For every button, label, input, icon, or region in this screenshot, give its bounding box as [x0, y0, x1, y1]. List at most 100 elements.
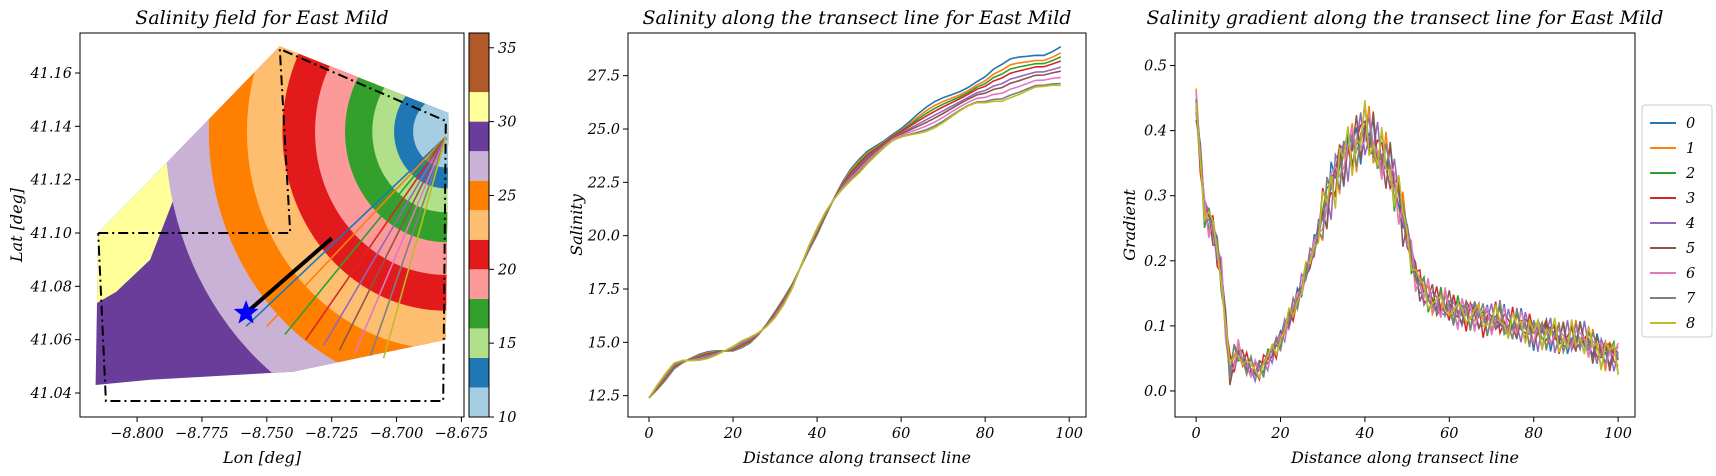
colorbar-tick-label: 30 [498, 115, 516, 131]
y-tick-label: 41.06 [29, 333, 72, 349]
legend-label: 0 [1686, 116, 1695, 132]
x-tick-label: 20 [723, 426, 742, 442]
y-tick-label: 25.0 [587, 122, 620, 138]
y-tick-label: 41.04 [29, 386, 72, 402]
fan-transect-line [266, 136, 447, 327]
salinity-transect-panel: Salinity along the transect line for Eas… [567, 7, 1087, 467]
fan-transect-line [284, 136, 447, 335]
salinity-series-2 [648, 56, 1062, 399]
x-tick-label: −8.675 [435, 426, 489, 442]
y-tick-label: 0.5 [1144, 59, 1167, 75]
legend-label: 4 [1685, 216, 1695, 232]
salinity-axes-frame [627, 32, 1087, 418]
y-tick-label: 12.5 [588, 389, 620, 405]
salinity-xlabel: Distance along transect line [742, 448, 971, 467]
fan-transect-line [305, 136, 447, 341]
colorbar-segment [469, 269, 489, 299]
y-tick-label: 17.5 [588, 282, 620, 298]
salinity-series-6 [648, 76, 1061, 399]
colorbar-segment [469, 33, 489, 63]
dashdot-boundary [97, 47, 447, 402]
colorbar-segment [469, 62, 489, 93]
colorbar-segment [469, 328, 489, 358]
y-tick-label: 0.2 [1144, 254, 1167, 270]
gradient-transect-panel: Salinity gradient along the transect lin… [1120, 7, 1713, 467]
legend-label: 1 [1686, 141, 1695, 157]
colorbar-tick-label: 10 [498, 410, 516, 426]
salinity-series-5 [648, 70, 1061, 399]
x-tick-label: 40 [1355, 426, 1374, 442]
legend: 0 1 2 3 4 5 6 7 8 [1641, 104, 1713, 338]
gradient-axes-frame [1174, 32, 1636, 418]
y-tick-label: 15.0 [588, 335, 620, 351]
colorbar-segment [469, 298, 489, 329]
star-marker [233, 300, 259, 324]
fan-transect-line [323, 136, 447, 346]
map-axes-frame [79, 32, 465, 418]
colorbar-tick-label: 20 [497, 262, 516, 278]
legend-box [1641, 104, 1713, 338]
salinity-x-ticks: 0 20 40 60 80 100 [644, 417, 1083, 442]
salinity-field [95, 46, 449, 386]
fan-transect-line [338, 136, 447, 351]
x-tick-label: 60 [1440, 426, 1458, 442]
colorbar-segment [469, 210, 489, 240]
y-tick-label: 41.16 [29, 66, 72, 82]
x-tick-label: −8.725 [305, 426, 359, 442]
legend-label: 2 [1685, 166, 1695, 182]
y-tick-label: 41.12 [29, 173, 72, 189]
gradient-series-lines [1195, 88, 1619, 386]
gradient-series-8 [1195, 100, 1619, 380]
y-tick-label: 41.14 [29, 119, 72, 135]
colorbar-tick-label: 25 [497, 188, 516, 204]
legend-label: 3 [1686, 191, 1695, 207]
transect-line [244, 236, 333, 315]
map-overlay [97, 47, 447, 402]
x-tick-label: 60 [892, 426, 910, 442]
y-tick-label: 0.0 [1144, 384, 1167, 400]
y-tick-label: 41.08 [29, 279, 72, 295]
gradient-x-ticks: 0 20 40 60 80 100 [1191, 417, 1632, 442]
colorbar-segment [469, 357, 489, 388]
x-tick-label: −8.750 [240, 426, 294, 442]
colorbar-segment [469, 92, 489, 122]
y-tick-label: 27.5 [587, 69, 620, 85]
gradient-series-7 [1195, 98, 1619, 379]
map-ylabel: Lat [deg] [7, 187, 26, 263]
fan-transect-line [382, 136, 447, 359]
salinity-ylabel: Salinity [567, 193, 586, 256]
x-tick-label: 100 [1055, 426, 1083, 442]
salinity-series-lines [648, 46, 1062, 399]
colorbar-segment [469, 151, 489, 181]
y-tick-label: 41.10 [29, 226, 72, 242]
fan-transect-line [369, 136, 447, 356]
x-tick-label: −8.700 [370, 426, 424, 442]
map-xlabel: Lon [deg] [222, 448, 302, 467]
x-tick-label: 80 [976, 426, 994, 442]
y-tick-label: 0.3 [1144, 189, 1167, 205]
y-tick-label: 0.4 [1144, 124, 1167, 140]
colorbar-tick-label: 35 [498, 41, 516, 57]
map-y-ticks: 41.04 41.06 41.08 41.10 41.12 41.14 41.16 [29, 66, 80, 402]
x-tick-label: −8.800 [110, 426, 164, 442]
salinity-series-1 [648, 52, 1062, 399]
colorbar-segment [469, 387, 489, 417]
y-tick-label: 22.5 [587, 175, 620, 191]
fan-transect-line [245, 136, 447, 327]
map-title: Salinity field for East Mild [135, 7, 388, 29]
salinity-series-3 [648, 60, 1062, 399]
map-x-ticks: −8.800 −8.775 −8.750 −8.725 −8.700 −8.675 [110, 417, 488, 442]
x-tick-label: −8.775 [175, 426, 229, 442]
salinity-title: Salinity along the transect line for Eas… [643, 7, 1072, 29]
x-tick-label: 20 [1270, 426, 1289, 442]
y-tick-label: 20.0 [587, 229, 620, 245]
fan-transect-line [354, 136, 447, 354]
salinity-series-4 [648, 66, 1062, 399]
gradient-xlabel: Distance along transect line [1290, 448, 1519, 467]
colorbar-frame [468, 32, 490, 418]
x-tick-label: 0 [644, 426, 653, 442]
x-tick-label: 40 [807, 426, 826, 442]
salinity-y-ticks: 12.5 15.0 17.5 20.0 22.5 25.0 27.5 [587, 69, 628, 405]
salinity-series-8 [648, 84, 1061, 399]
